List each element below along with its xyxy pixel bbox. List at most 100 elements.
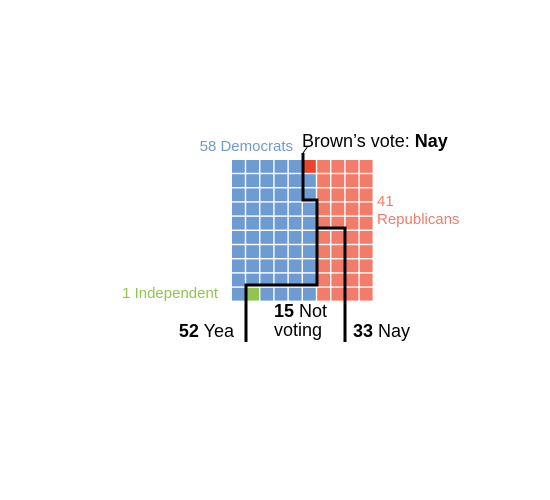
vote-count: 52 (179, 321, 199, 341)
waffle-cell (232, 231, 245, 244)
highlight-label: Brown’s vote: Nay (302, 131, 448, 151)
waffle-cell (345, 160, 359, 173)
waffle-cell (303, 202, 316, 216)
waffle-cell (246, 231, 259, 244)
label-line: 41 (377, 193, 394, 210)
waffle-cell (260, 160, 274, 173)
group-label: 1 Independent (122, 285, 219, 302)
waffle-cell (246, 245, 259, 258)
waffle-cell (274, 245, 288, 258)
waffle-cell (359, 231, 373, 244)
waffle-cell (246, 216, 259, 230)
waffle-cell (359, 245, 373, 258)
waffle-cell (317, 174, 330, 187)
waffle-cell (288, 245, 302, 258)
waffle-cell (359, 174, 373, 187)
waffle-cell (232, 287, 245, 301)
waffle-cell (359, 287, 373, 301)
waffle-cell (317, 259, 330, 273)
waffle-cell (303, 287, 316, 301)
waffle-cell (331, 231, 345, 244)
waffle-cell (345, 202, 359, 216)
waffle-cell (331, 216, 345, 230)
waffle-cell (260, 174, 274, 187)
waffle-cell (345, 231, 359, 244)
highlight-vote: Nay (415, 131, 448, 151)
waffle-cell (317, 202, 330, 216)
waffle-cell (246, 273, 259, 287)
vote-dividers (244, 153, 347, 342)
waffle-cell (260, 287, 274, 301)
waffle-cell (260, 245, 274, 258)
waffle-cell (345, 188, 359, 202)
waffle-cell (331, 245, 345, 258)
waffle-cell (288, 216, 302, 230)
waffle-grid (232, 160, 373, 301)
waffle-cell (274, 174, 288, 187)
waffle-cell (303, 245, 316, 258)
vote-label: 33 Nay (353, 321, 410, 341)
waffle-cell (274, 188, 288, 202)
waffle-cell (274, 259, 288, 273)
waffle-cell (345, 216, 359, 230)
waffle-cell (331, 273, 345, 287)
waffle-cell (303, 231, 316, 244)
waffle-cell (232, 273, 245, 287)
group-label: 41 Republicans (377, 193, 460, 228)
waffle-cell (274, 202, 288, 216)
waffle-cell (331, 202, 345, 216)
waffle-cell (303, 259, 316, 273)
vote-label: 15 Not voting (274, 301, 327, 340)
waffle-cell (345, 174, 359, 187)
waffle-cell (317, 160, 330, 173)
waffle-cell (260, 273, 274, 287)
waffle-cell (303, 160, 316, 173)
vote-count: 15 (274, 301, 294, 321)
waffle-cell (232, 245, 245, 258)
waffle-cell (274, 231, 288, 244)
waffle-cell (359, 216, 373, 230)
waffle-cell (232, 216, 245, 230)
vote-count: 33 (353, 321, 373, 341)
label-line: Republicans (377, 211, 460, 228)
waffle-cell (260, 231, 274, 244)
divider-line (244, 153, 319, 342)
waffle-cell (232, 202, 245, 216)
waffle-cell (288, 287, 302, 301)
waffle-cell (274, 287, 288, 301)
highlight-text: Brown’s vote: (302, 131, 415, 151)
waffle-cell (288, 231, 302, 244)
waffle-cell (260, 259, 274, 273)
waffle-cell (260, 216, 274, 230)
waffle-cell (274, 273, 288, 287)
waffle-cell (359, 273, 373, 287)
waffle-cell (260, 202, 274, 216)
waffle-cell (331, 188, 345, 202)
waffle-cell (232, 188, 245, 202)
waffle-cell (331, 160, 345, 173)
group-label: 58 Democrats (200, 138, 293, 155)
vote-name: Yea (204, 321, 235, 341)
waffle-cell (232, 174, 245, 187)
waffle-cell (317, 216, 330, 230)
pointer (302, 145, 309, 154)
waffle-cell (288, 259, 302, 273)
waffle-cell (331, 174, 345, 187)
waffle-cell (246, 174, 259, 187)
waffle-cell (303, 174, 316, 187)
waffle-cell (232, 259, 245, 273)
vote-name: voting (274, 320, 322, 340)
waffle-cell (288, 202, 302, 216)
waffle-cell (359, 160, 373, 173)
waffle-cell (359, 259, 373, 273)
waffle-cell (288, 273, 302, 287)
waffle-cell (317, 273, 330, 287)
divider-line (317, 226, 347, 342)
waffle-cell (331, 259, 345, 273)
waffle-cell (331, 287, 345, 301)
waffle-cell (359, 202, 373, 216)
waffle-cell (232, 160, 245, 173)
waffle-cell (303, 216, 316, 230)
waffle-cell (260, 188, 274, 202)
waffle-cell (246, 259, 259, 273)
